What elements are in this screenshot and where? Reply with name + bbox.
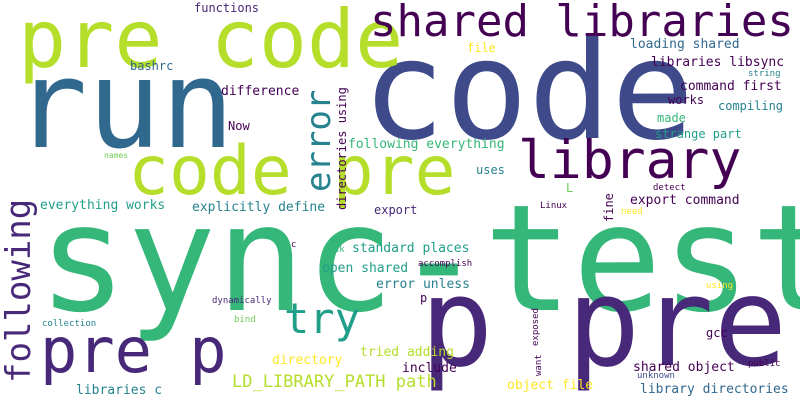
word-command-first: command first — [680, 79, 782, 94]
word-compiling: compiling — [718, 99, 784, 113]
word-code-pre: code pre — [128, 132, 456, 211]
word-try: try — [284, 294, 360, 343]
word-pre-p: pre p — [40, 314, 227, 387]
word-now: Now — [228, 119, 250, 133]
word-libraries-libsync: libraries libsync — [651, 55, 785, 70]
word-tried-adding: tried adding — [360, 345, 454, 360]
word-include: include — [402, 361, 457, 376]
word-using: using — [706, 281, 734, 291]
word-shared-object: shared object — [633, 360, 735, 375]
word-bind: bind — [234, 315, 256, 325]
word-following: following — [0, 198, 39, 383]
word-directory: directory — [272, 353, 343, 368]
word-ld-library-path: LD_LIBRARY_PATH path — [232, 372, 437, 392]
word-error: error — [299, 89, 339, 192]
word-exposed: exposed — [531, 308, 541, 346]
word-loading-shared: loading shared — [630, 37, 740, 52]
word-string: string — [748, 69, 781, 79]
word-export-command: export command — [630, 193, 740, 208]
word-strange-part: strange part — [655, 127, 742, 141]
word-gcc: gcc — [706, 326, 728, 340]
word-p: p — [420, 291, 428, 305]
word-standard-places: standard places — [352, 241, 470, 256]
word-explicitly-define: explicitly define — [192, 200, 326, 215]
word-open-shared: open shared — [322, 261, 409, 276]
word-library-directories: library directories — [640, 382, 789, 397]
word-pre-code: pre code — [18, 0, 404, 86]
word-following-everything: following everything — [348, 137, 505, 152]
word-shared-libraries: shared libraries — [370, 0, 794, 47]
word-unknown: unknown — [637, 371, 675, 381]
word-export: export — [374, 203, 418, 217]
word-run: run — [14, 34, 235, 176]
word-public: public — [748, 359, 781, 369]
word-want: want — [534, 354, 544, 376]
word-functions: functions — [194, 1, 260, 15]
word-sync-test: sync-test — [38, 173, 800, 345]
word-code: code — [362, 10, 695, 171]
word-task: task — [323, 245, 345, 255]
word-uses: uses — [476, 163, 505, 177]
word-accomplish: accomplish — [418, 259, 473, 269]
word-everything-works: everything works — [40, 198, 166, 213]
word-error-unless: error unless — [376, 277, 470, 292]
word-dynamically: dynamically — [212, 296, 272, 306]
word-directories-using: directories using — [335, 87, 349, 210]
word-made: made — [657, 111, 686, 125]
word-fine: fine — [602, 193, 616, 222]
word-difference: difference — [221, 84, 300, 99]
word-c: c — [291, 240, 297, 250]
word-detect: detect — [653, 183, 686, 193]
word-library: library — [518, 130, 742, 191]
word-libraries-c: libraries c — [76, 383, 163, 398]
word-names: names — [104, 151, 129, 160]
word-l: L — [566, 181, 574, 195]
word-collection: collection — [42, 319, 97, 329]
word-object-file: object file — [507, 378, 594, 393]
word-bashrc: bashrc — [130, 59, 174, 73]
word-need: need — [621, 207, 643, 217]
word-linux: Linux — [540, 201, 568, 211]
word-works: works — [668, 93, 705, 107]
word-p-pre: p pre — [420, 252, 788, 394]
word-file: file — [467, 41, 496, 55]
